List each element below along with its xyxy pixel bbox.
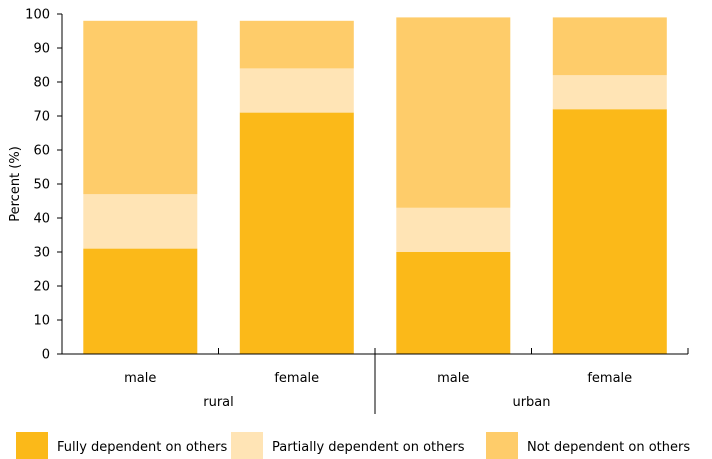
axes-layer [57, 13, 689, 414]
y-tick-label: 70 [33, 110, 50, 125]
bar-3-series-2 [396, 207, 511, 252]
y-tick-label: 20 [33, 280, 50, 295]
y-tick-label: 30 [33, 246, 50, 261]
legend-label: Fully dependent on others [57, 440, 227, 455]
x-category-label: female [274, 371, 319, 386]
legend-swatch [486, 432, 518, 459]
y-tick-label: 0 [42, 348, 50, 363]
bar-4-series-1 [552, 109, 667, 354]
bar-2-series-2 [239, 68, 354, 113]
y-tick-label: 60 [33, 144, 50, 159]
legend-swatch [231, 432, 263, 459]
x-group-label: urban [512, 395, 550, 410]
y-axis-label: Percent (%) [8, 146, 23, 222]
x-category-label: male [124, 371, 156, 386]
bar-4-series-3 [552, 17, 667, 76]
legend-label: Not dependent on others [527, 440, 690, 455]
y-tick-label: 10 [33, 314, 50, 329]
bar-3-series-1 [396, 252, 511, 354]
bars-layer [83, 17, 667, 354]
bar-1-series-1 [83, 248, 198, 354]
y-tick-label: 40 [33, 212, 50, 227]
x-group-label: rural [203, 395, 234, 410]
bar-1-series-3 [83, 20, 198, 195]
bar-2-series-1 [239, 112, 354, 354]
bar-4-series-2 [552, 75, 667, 110]
x-category-label: male [437, 371, 469, 386]
x-category-label: female [587, 371, 632, 386]
bar-2-series-3 [239, 20, 354, 69]
legend-swatch [16, 432, 48, 459]
y-tick-label: 50 [33, 178, 50, 193]
bar-3-series-3 [396, 17, 511, 208]
legend: Fully dependent on others Partially depen… [16, 432, 690, 459]
y-tick-label: 80 [33, 76, 50, 91]
legend-label: Partially dependent on others [272, 440, 465, 455]
labels-layer: 0 10 20 30 40 50 60 70 80 90 100 male female male fema… [8, 8, 632, 411]
y-tick-label: 90 [33, 42, 50, 57]
y-tick-label: 100 [25, 8, 50, 23]
bar-1-series-2 [83, 194, 198, 249]
